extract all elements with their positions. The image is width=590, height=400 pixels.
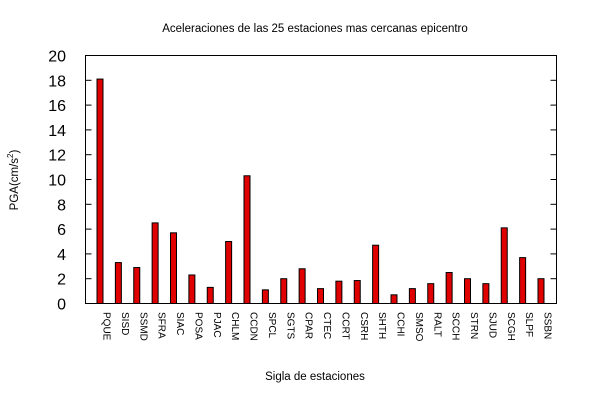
x-tick-label-csrh: CSRH	[358, 312, 369, 340]
plot-frame	[85, 55, 557, 304]
y-tick-label-5: 10	[48, 173, 66, 190]
bar-smso	[408, 288, 416, 304]
bar-ssmd	[133, 267, 141, 305]
x-tick-label-scch: SCCH	[450, 312, 461, 340]
bar-scgh	[500, 227, 508, 304]
bar-ssbn	[537, 278, 545, 305]
x-tick-label-ccdn: CCDN	[248, 312, 259, 341]
bar-sjud	[482, 283, 490, 305]
y-tick-label-7: 14	[48, 123, 66, 140]
x-tick-label-ccrt: CCRT	[339, 312, 350, 340]
x-tick-label-siac: SIAC	[174, 312, 185, 335]
x-tick-label-sjud: SJUD	[486, 312, 497, 338]
bar-strn	[464, 278, 471, 305]
bar-ralt	[427, 283, 435, 305]
bar-ccdn	[243, 175, 251, 304]
bar-sfra	[151, 222, 159, 304]
y-axis-label-end: )	[9, 150, 21, 154]
y-axis-label-superscript: 2	[6, 153, 15, 158]
bar-ccrt	[335, 280, 343, 304]
x-tick-label-cpar: CPAR	[303, 312, 314, 339]
bar-cpar	[298, 268, 306, 304]
bar-cchi	[390, 294, 398, 305]
x-tick-label-ssmd: SSMD	[137, 312, 148, 341]
bar-siac	[170, 232, 177, 305]
x-tick-label-ctec: CTEC	[321, 312, 332, 339]
bar-pjac	[206, 286, 214, 305]
x-tick-label-pque: PQUE	[101, 312, 112, 341]
y-axis-label-text: PGA(cm/s	[9, 158, 21, 211]
y-tick-label-2: 4	[57, 247, 66, 264]
chart-title: Aceleraciones de las 25 estaciones mas c…	[162, 23, 468, 35]
bar-posa	[188, 274, 196, 305]
x-tick-label-sgts: SGTS	[284, 312, 295, 340]
x-tick-label-scgh: SCGH	[505, 312, 516, 341]
bar-scch	[445, 272, 453, 304]
x-tick-label-spcl: SPCL	[266, 312, 277, 339]
x-tick-label-ralt: RALT	[431, 312, 442, 337]
x-tick-label-ssbn: SSBN	[542, 312, 553, 339]
y-tick-label-1: 2	[57, 272, 66, 289]
x-tick-label-sfra: SFRA	[156, 312, 167, 339]
x-tick-label-sisd: SISD	[119, 312, 130, 335]
bar-chlm	[225, 241, 233, 304]
x-tick-label-pjac: PJAC	[211, 312, 222, 338]
y-tick-label-6: 12	[48, 148, 66, 165]
x-tick-label-posa: POSA	[192, 312, 203, 340]
bars	[96, 78, 545, 305]
bar-spcl	[261, 289, 269, 304]
bar-sgts	[280, 278, 288, 305]
x-tick-label-slpf: SLPF	[523, 312, 534, 337]
y-tick-label-10: 20	[48, 49, 66, 66]
bar-slpf	[519, 257, 527, 304]
x-tick-label-cchi: CCHI	[395, 312, 406, 336]
y-axis-label: PGA(cm/s2)	[6, 150, 21, 211]
x-axis-tick-labels: PQUE SISD SSMD SFRA SIAC POSA PJAC CHLM CCDN SPCL…	[101, 312, 553, 342]
x-axis-label: Sigla de estaciones	[265, 371, 365, 383]
bar-pque	[96, 78, 104, 304]
x-tick-label-shth: SHTH	[376, 312, 387, 339]
y-tick-label-0: 0	[57, 297, 66, 314]
y-axis-ticks: 0 2 4 6 8 10 12 14 16 18 20	[48, 49, 557, 314]
bar-csrh	[353, 280, 361, 304]
y-tick-label-3: 6	[57, 222, 66, 239]
bar-ctec	[317, 288, 324, 304]
x-tick-label-chlm: CHLM	[229, 312, 240, 340]
y-tick-label-4: 8	[57, 197, 66, 214]
y-tick-label-8: 16	[48, 98, 66, 115]
bar-sisd	[114, 262, 122, 304]
y-tick-label-9: 18	[48, 73, 66, 90]
x-tick-label-smso: SMSO	[413, 312, 424, 342]
bar-shth	[372, 244, 380, 304]
x-tick-label-strn: STRN	[468, 312, 479, 339]
